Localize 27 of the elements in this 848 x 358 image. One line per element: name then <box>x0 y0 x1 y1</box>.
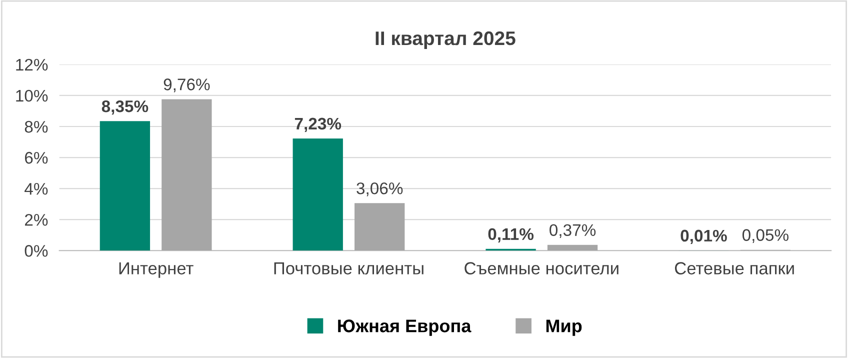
bar <box>292 138 343 251</box>
x-tick-label: Сетевые папки <box>674 262 794 274</box>
bar <box>354 203 405 251</box>
x-tick-label: Почтовые клиенты <box>274 262 424 274</box>
y-tick-label: 0% <box>24 245 48 257</box>
data-label: 8,35% <box>102 100 148 115</box>
y-tick-label: 8% <box>24 120 48 133</box>
legend-label: Южная Европа <box>338 320 472 336</box>
bar <box>100 121 150 251</box>
y-tick-label: 4% <box>24 183 48 195</box>
legend-label: Мир <box>546 320 582 336</box>
bar <box>162 99 212 251</box>
data-label: 9,76% <box>164 78 210 92</box>
y-tick-label: 2% <box>25 214 48 226</box>
y-tick-label: 12% <box>16 58 48 71</box>
chart-title: II квартал 2025 <box>376 31 516 50</box>
x-tick-label: Интернет <box>119 262 194 278</box>
y-tick-label: 6% <box>25 152 48 164</box>
data-label: 0,11% <box>488 228 534 242</box>
data-label: 0,05% <box>742 229 788 243</box>
data-label: 0,01% <box>680 230 727 244</box>
data-label: 0,37% <box>550 224 596 238</box>
bar <box>547 244 598 251</box>
data-label: 3,06% <box>356 182 403 196</box>
x-tick-label: Съемные носители <box>464 262 618 274</box>
y-tick-label: 10% <box>16 90 48 102</box>
data-label: 7,23% <box>294 118 342 132</box>
